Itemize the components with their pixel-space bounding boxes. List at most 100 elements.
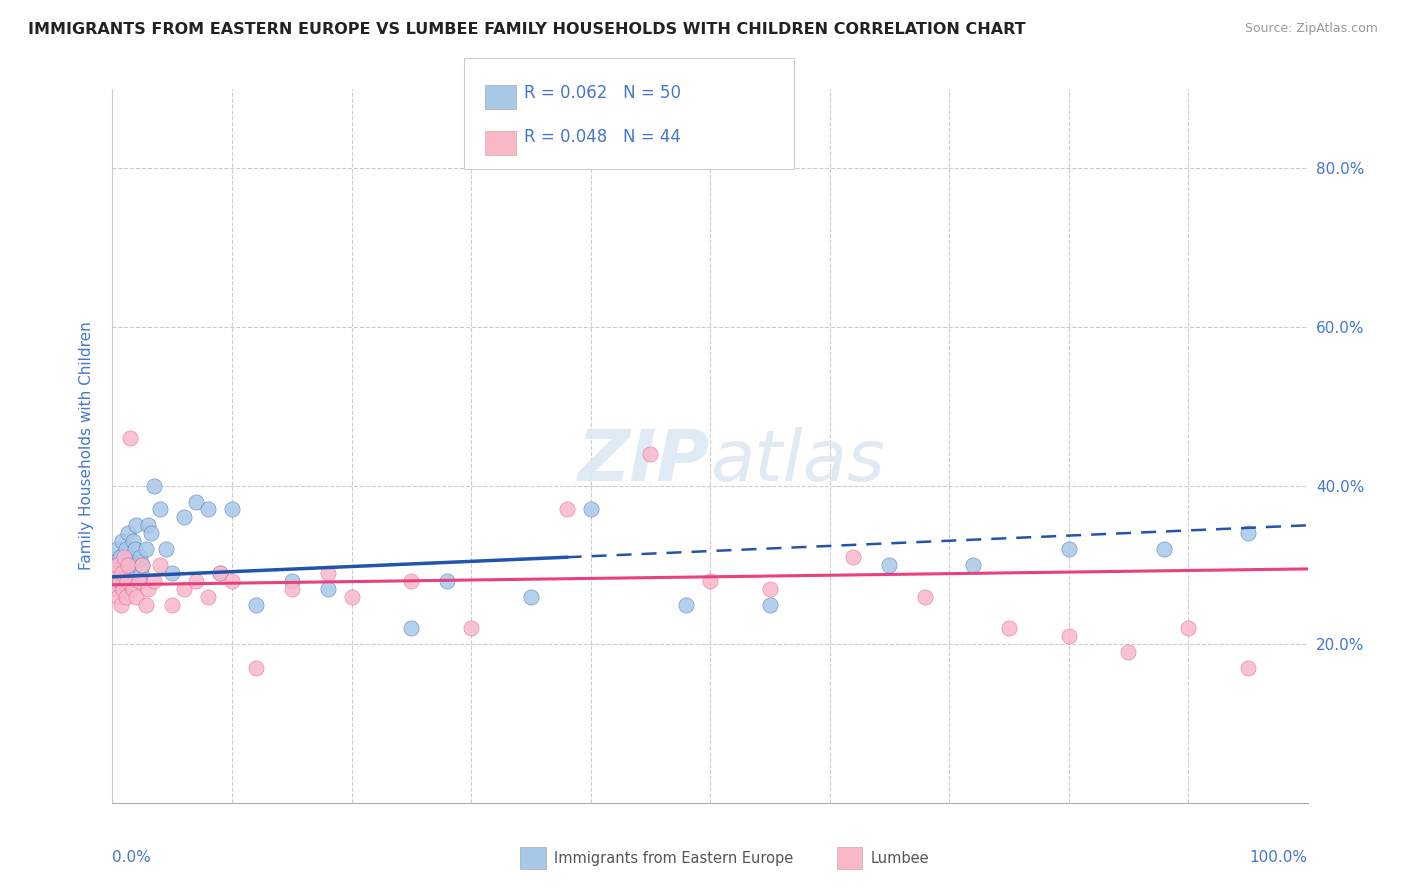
Point [1237,526,1260,541]
Text: ZIP: ZIP [578,427,710,496]
Point [114,549,135,564]
Point [281,582,304,596]
Point [115,574,138,588]
Text: 0.0%: 0.0% [112,850,152,865]
Point [138,518,160,533]
Point [759,582,782,596]
Point [436,574,458,588]
Point [460,621,482,635]
Point [245,661,267,675]
Point [122,566,145,580]
Point [105,582,128,596]
Point [759,598,782,612]
Point [162,598,183,612]
Text: atlas: atlas [710,427,884,496]
Point [105,558,128,572]
Point [401,621,423,635]
Point [125,590,148,604]
Point [135,598,157,612]
Point [1057,629,1080,643]
Point [111,566,134,580]
Point [117,558,139,572]
Point [129,549,152,564]
Point [110,582,132,596]
Point [120,431,142,445]
Point [699,574,721,588]
Point [638,447,662,461]
Point [1177,621,1199,635]
Point [173,510,195,524]
Point [112,574,135,588]
Point [117,526,139,541]
Point [121,582,143,596]
Point [149,502,172,516]
Point [340,590,363,604]
Point [316,566,339,580]
Point [127,558,149,572]
Point [842,549,865,564]
Point [121,534,143,549]
Point [1237,661,1260,675]
Point [1116,645,1139,659]
Text: Source: ZipAtlas.com: Source: ZipAtlas.com [1244,22,1378,36]
Point [107,590,129,604]
Point [281,574,304,588]
Point [579,502,602,516]
Point [114,590,136,604]
Point [104,574,127,588]
Point [105,558,128,572]
Point [162,566,183,580]
Point [143,574,166,588]
Point [114,542,136,557]
Point [520,590,543,604]
Text: Immigrants from Eastern Europe: Immigrants from Eastern Europe [554,852,793,866]
Point [149,558,172,572]
Y-axis label: Family Households with Children: Family Households with Children [79,322,94,570]
Point [110,598,132,612]
Point [131,558,153,572]
Point [107,566,129,580]
Point [208,566,231,580]
Point [316,582,339,596]
Point [139,526,162,541]
Point [105,542,128,557]
Text: R = 0.048   N = 44: R = 0.048 N = 44 [524,128,682,146]
Point [131,558,153,572]
Point [115,566,138,580]
Point [108,574,131,588]
Point [197,502,219,516]
Point [208,566,231,580]
Point [555,502,578,516]
Point [112,582,135,596]
Point [221,502,243,516]
Point [121,558,143,572]
Point [155,542,177,557]
Point [138,582,160,596]
Point [125,518,148,533]
Point [401,574,423,588]
Point [128,574,150,588]
Point [129,566,152,580]
Point [998,621,1021,635]
Point [1057,542,1080,557]
Point [197,590,219,604]
Point [962,558,984,572]
Point [111,534,134,549]
Point [124,542,146,557]
Text: R = 0.062   N = 50: R = 0.062 N = 50 [524,84,682,103]
Point [186,574,208,588]
Text: IMMIGRANTS FROM EASTERN EUROPE VS LUMBEE FAMILY HOUSEHOLDS WITH CHILDREN CORRELA: IMMIGRANTS FROM EASTERN EUROPE VS LUMBEE… [28,22,1026,37]
Point [221,574,243,588]
Point [104,566,127,580]
Point [675,598,697,612]
Point [120,549,142,564]
Point [186,494,208,508]
Point [914,590,936,604]
Point [877,558,900,572]
Point [128,574,150,588]
Text: Lumbee: Lumbee [870,852,929,866]
Point [118,574,141,588]
Point [173,582,195,596]
Point [135,542,157,557]
Text: 100.0%: 100.0% [1250,850,1308,865]
